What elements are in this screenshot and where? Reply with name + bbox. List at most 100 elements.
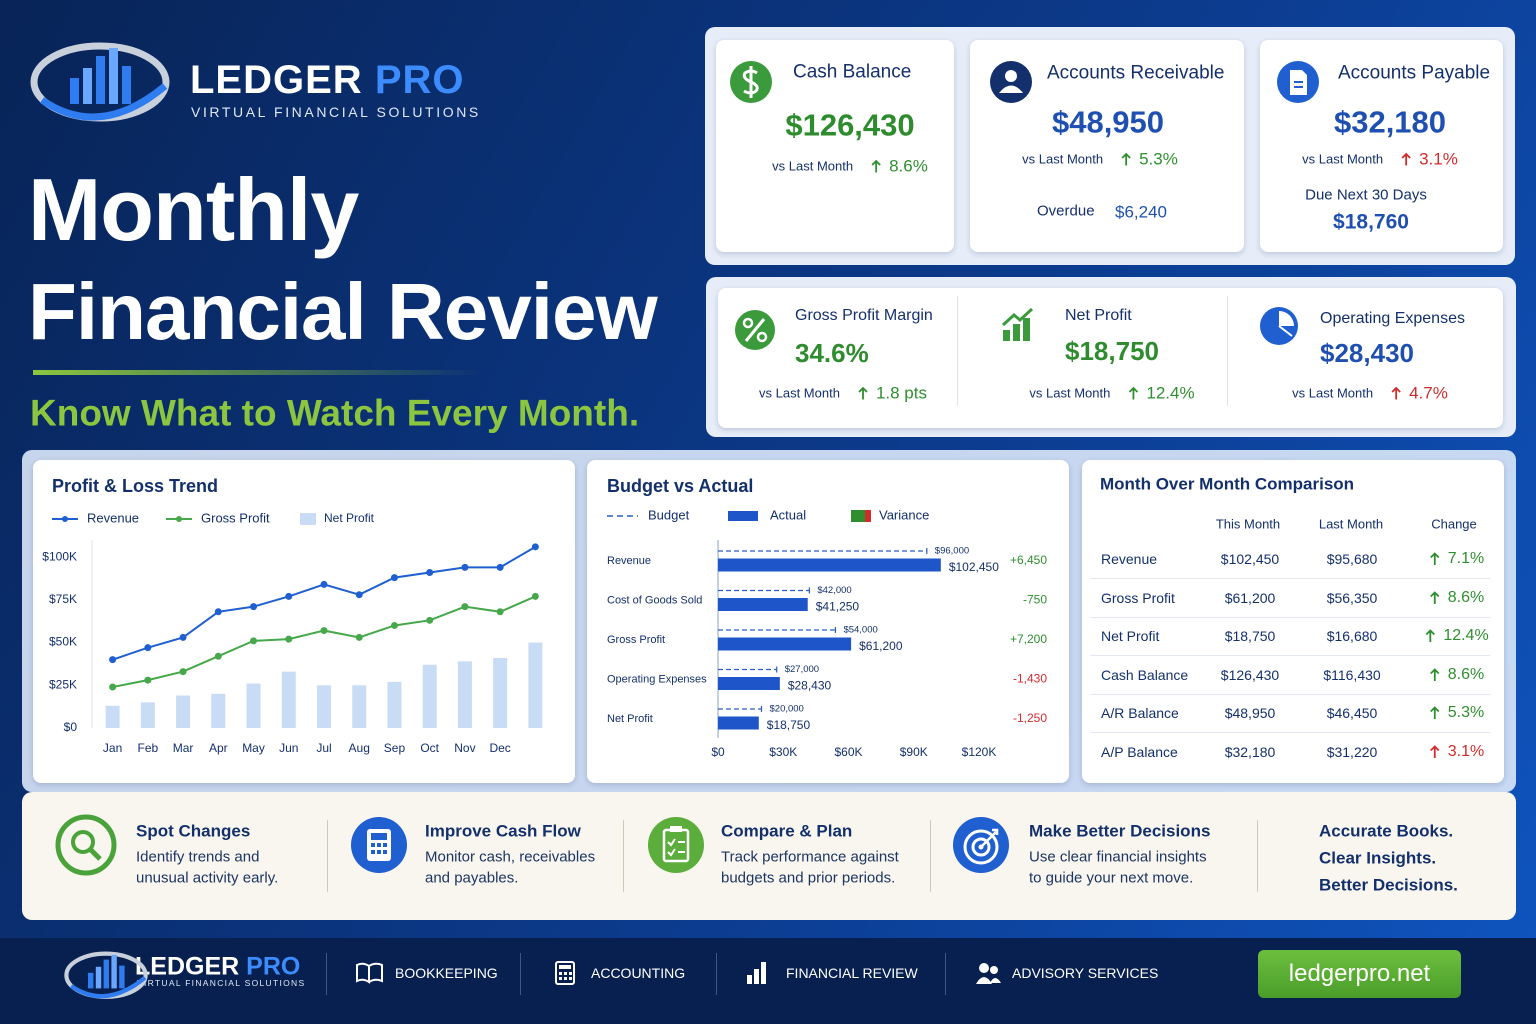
last-month: $46,450 xyxy=(1326,705,1378,721)
nav-link[interactable]: BOOKKEEPING xyxy=(395,965,498,981)
kpi-title: Gross Profit Margin xyxy=(795,307,933,324)
legend-swatch xyxy=(851,510,865,522)
row-divider xyxy=(1090,578,1490,579)
feature-title: Make Better Decisions xyxy=(1029,821,1211,841)
point xyxy=(426,568,434,576)
divider xyxy=(623,820,624,892)
legend-label: Variance xyxy=(879,507,929,522)
arrow-icon xyxy=(1430,667,1440,681)
icon-payable-part xyxy=(1294,81,1303,88)
change-row: vs Last Month 4.7% xyxy=(1292,385,1448,402)
table-title: Month Over Month Comparison xyxy=(1100,474,1355,494)
logo-icon xyxy=(64,951,148,999)
icon-expenses-part xyxy=(1278,325,1293,337)
change-value: 12.4% xyxy=(1443,627,1489,644)
point xyxy=(285,592,293,600)
value-label: $102,450 xyxy=(949,560,999,574)
arrow-icon xyxy=(1128,386,1139,399)
feature-text: Identify trends and xyxy=(136,848,260,866)
table-header: This Month xyxy=(1215,516,1281,532)
divider xyxy=(716,953,717,995)
bar xyxy=(718,598,808,611)
last-month: $95,680 xyxy=(1326,551,1378,567)
point xyxy=(390,574,398,582)
x-tick-label: Jan xyxy=(103,741,122,755)
bar xyxy=(140,702,155,728)
logo-icon-part xyxy=(109,48,118,104)
icon-margin-part xyxy=(756,331,768,343)
arrow-shape xyxy=(1430,667,1440,681)
icon-advisory-part xyxy=(990,966,998,974)
compare-label: vs Last Month xyxy=(1029,385,1111,401)
divider xyxy=(1257,820,1258,892)
divider xyxy=(327,820,328,892)
nav-link[interactable]: ACCOUNTING xyxy=(591,965,686,981)
logo-icon-part xyxy=(70,78,79,104)
bar xyxy=(718,558,941,572)
kpi-value: $48,950 xyxy=(1051,104,1165,140)
row-divider xyxy=(1090,732,1490,733)
icon-advisory-part xyxy=(990,978,1001,983)
icon-advisory-part xyxy=(976,977,992,984)
arrow-shape xyxy=(1391,386,1401,399)
change-row: 5.3% xyxy=(1430,705,1484,721)
row-label: Gross Profit xyxy=(1101,589,1175,606)
nav-link[interactable]: FINANCIAL REVIEW xyxy=(786,965,918,981)
bar xyxy=(718,637,852,651)
compare-label: vs Last Month xyxy=(1302,151,1384,167)
footer-brand: LEDGER PRO xyxy=(135,954,300,980)
arrow-icon xyxy=(1430,552,1440,565)
brand-accent: PRO xyxy=(374,58,465,102)
point xyxy=(144,644,152,652)
logo-icon-part xyxy=(122,66,131,104)
point xyxy=(109,656,117,664)
bar xyxy=(317,685,331,728)
point xyxy=(320,580,328,588)
chart-title: Budget vs Actual xyxy=(607,476,754,496)
kpi-extra-value: $18,760 xyxy=(1333,210,1409,234)
icon-profit-part xyxy=(1013,324,1020,341)
arrow-shape xyxy=(1430,552,1440,565)
nav-link[interactable]: ADVISORY SERVICES xyxy=(1012,965,1159,981)
icon-calculator-part-part xyxy=(569,977,572,980)
this-month: $102,450 xyxy=(1220,551,1280,567)
icon-cashflow-part-part xyxy=(371,843,375,847)
bar xyxy=(387,681,402,728)
point xyxy=(214,652,222,660)
point xyxy=(355,591,363,599)
change-value: 5.3% xyxy=(1447,704,1485,721)
icon-compare-part xyxy=(667,838,685,857)
this-month: $61,200 xyxy=(1224,589,1276,606)
website-button[interactable]: ledgerpro.net xyxy=(1258,950,1461,998)
slogan: Better Decisions. xyxy=(1319,875,1458,895)
logo-icon-part xyxy=(40,83,168,121)
icon-spot-part xyxy=(55,814,117,876)
icon-cashflow xyxy=(351,817,407,873)
icon-calculator xyxy=(555,961,575,985)
variance-label: -750 xyxy=(1023,593,1047,607)
arrow-icon xyxy=(1430,590,1440,604)
feature-title: Improve Cash Flow xyxy=(425,821,581,841)
change-value: 8.6% xyxy=(889,156,928,176)
icon-cashflow-part-part xyxy=(377,850,381,854)
compare-label: vs Last Month xyxy=(759,385,840,401)
feature-text: Track performance against xyxy=(721,848,899,866)
row-label: A/P Balance xyxy=(1101,743,1178,760)
point xyxy=(179,668,187,676)
kpi-value: $18,750 xyxy=(1065,336,1159,366)
point xyxy=(426,616,434,624)
value-label: $18,750 xyxy=(767,718,811,732)
bar xyxy=(457,661,472,728)
bar xyxy=(105,705,120,728)
feature-strip xyxy=(22,792,1516,920)
arrow-icon xyxy=(871,159,881,172)
y-tick-label: $50K xyxy=(49,635,77,649)
icon-calculator-part xyxy=(559,972,572,980)
chart-title: Profit & Loss Trend xyxy=(52,476,219,496)
feature-title: Spot Changes xyxy=(136,821,251,841)
arrow-shape xyxy=(1430,706,1440,719)
icon-margin-part xyxy=(744,318,766,342)
logo-icon-part xyxy=(119,965,125,989)
